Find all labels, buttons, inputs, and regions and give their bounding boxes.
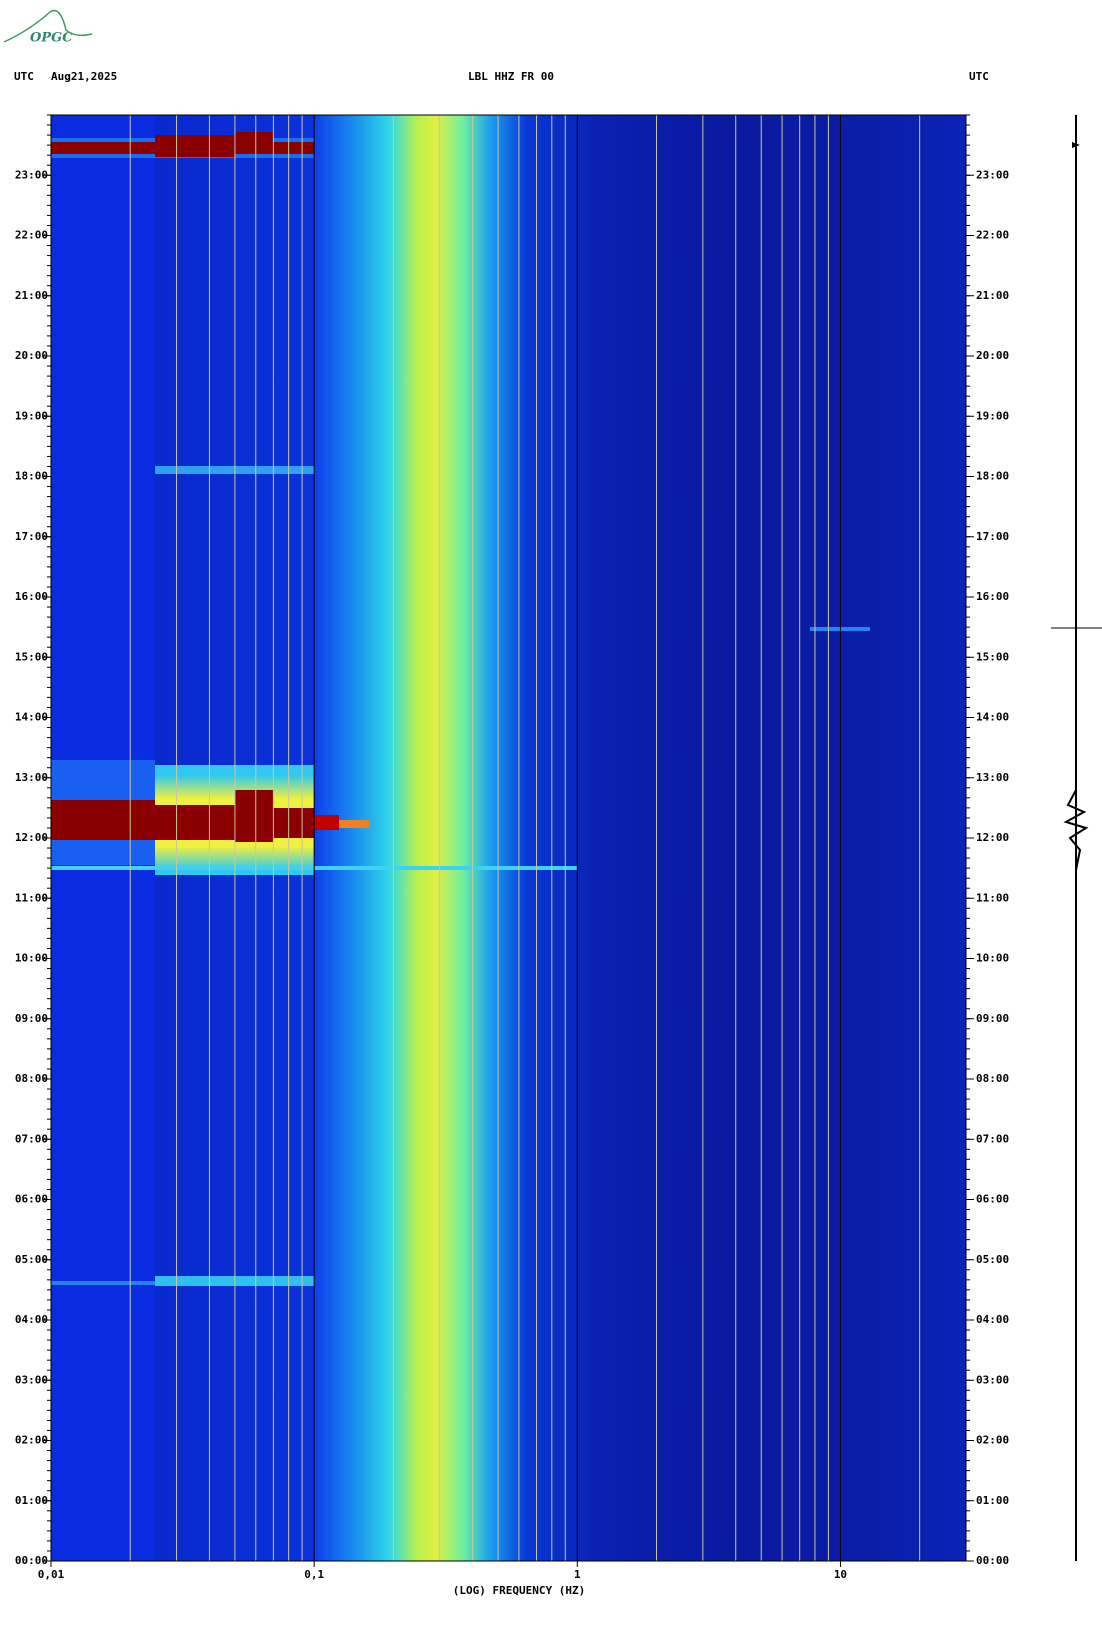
y-tick-label: 17:00 [15, 530, 48, 543]
title: LBL HHZ FR 00 [468, 70, 554, 83]
y-tick-label-right: 19:00 [976, 409, 1009, 422]
y-tick-label: 01:00 [15, 1494, 48, 1507]
y-tick-label: 16:00 [15, 590, 48, 603]
y-tick-label-right: 08:00 [976, 1072, 1009, 1085]
y-tick-label-right: 23:00 [976, 168, 1009, 181]
y-tick-label-right: 00:00 [976, 1554, 1009, 1567]
time-zone-left: UTC [14, 70, 34, 83]
y-tick-label-right: 04:00 [976, 1313, 1009, 1326]
y-tick-label-right: 10:00 [976, 952, 1009, 965]
y-tick-label-right: 03:00 [976, 1373, 1009, 1386]
y-tick-label-right: 21:00 [976, 289, 1009, 302]
y-tick-label-right: 15:00 [976, 650, 1009, 663]
y-tick-label: 11:00 [15, 891, 48, 904]
y-tick-label-right: 22:00 [976, 229, 1009, 242]
y-tick-label-right: 05:00 [976, 1253, 1009, 1266]
logo-curve [3, 9, 93, 43]
y-tick-label-right: 11:00 [976, 891, 1009, 904]
y-tick-label-right: 18:00 [976, 470, 1009, 483]
y-tick-label-right: 16:00 [976, 590, 1009, 603]
y-tick-label-right: 09:00 [976, 1012, 1009, 1025]
y-tick-label-right: 17:00 [976, 530, 1009, 543]
y-tick-label: 03:00 [15, 1373, 48, 1386]
y-tick-label-right: 01:00 [976, 1494, 1009, 1507]
y-tick-label: 21:00 [15, 289, 48, 302]
y-tick-label: 13:00 [15, 771, 48, 784]
y-tick-label: 02:00 [15, 1434, 48, 1447]
y-tick-label-right: 07:00 [976, 1132, 1009, 1145]
x-tick-label: 0,1 [304, 1568, 324, 1581]
y-tick-label-right: 13:00 [976, 771, 1009, 784]
y-tick-label-right: 20:00 [976, 349, 1009, 362]
x-tick-label: 10 [834, 1568, 847, 1581]
y-tick-label: 08:00 [15, 1072, 48, 1085]
y-tick-label: 05:00 [15, 1253, 48, 1266]
y-tick-label-right: 14:00 [976, 711, 1009, 724]
y-tick-label: 18:00 [15, 470, 48, 483]
y-tick-label: 10:00 [15, 952, 48, 965]
y-tick-label: 15:00 [15, 650, 48, 663]
date: Aug21,2025 [51, 70, 117, 83]
y-tick-label: 22:00 [15, 229, 48, 242]
y-tick-label: 06:00 [15, 1193, 48, 1206]
y-tick-label-right: 12:00 [976, 831, 1009, 844]
y-tick-label: 20:00 [15, 349, 48, 362]
time-zone-right: UTC [969, 70, 989, 83]
y-tick-label: 07:00 [15, 1132, 48, 1145]
y-tick-label: 23:00 [15, 168, 48, 181]
x-tick-label: 0,01 [38, 1568, 65, 1581]
y-tick-label-right: 02:00 [976, 1434, 1009, 1447]
y-tick-label: 00:00 [15, 1554, 48, 1567]
y-tick-label-right: 06:00 [976, 1193, 1009, 1206]
y-tick-label: 04:00 [15, 1313, 48, 1326]
x-axis-label: (LOG) FREQUENCY (HZ) [453, 1584, 585, 1597]
logo: OPGC [30, 31, 73, 46]
seismic-trace [1051, 115, 1102, 1561]
y-tick-label: 14:00 [15, 711, 48, 724]
y-tick-label: 19:00 [15, 409, 48, 422]
y-tick-label: 09:00 [15, 1012, 48, 1025]
y-tick-label: 12:00 [15, 831, 48, 844]
x-tick-label: 1 [574, 1568, 581, 1581]
